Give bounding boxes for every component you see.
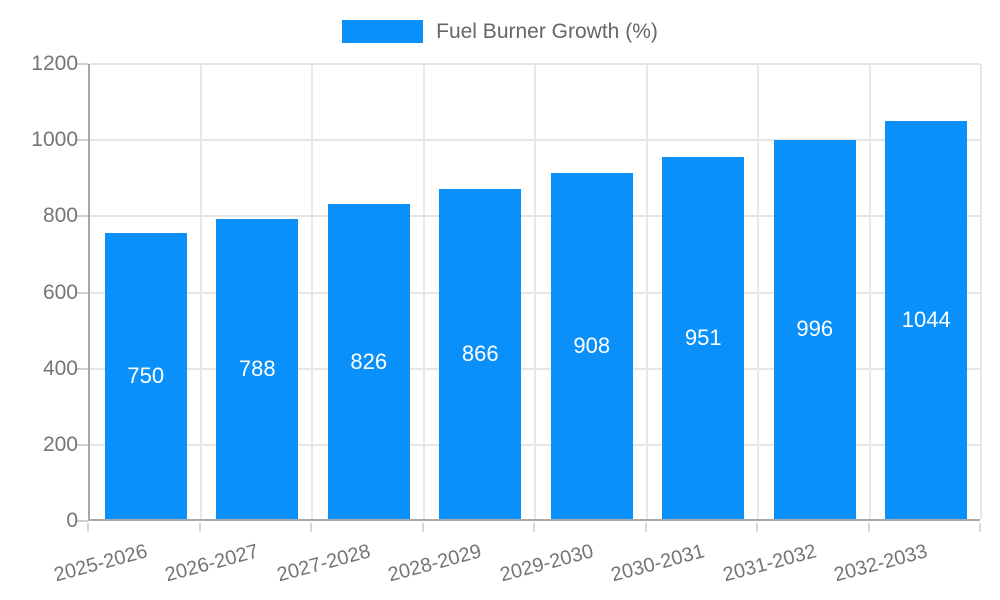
y-axis-tick-label: 400 [42, 356, 78, 380]
y-axis-tick [77, 520, 88, 522]
y-axis-tick [77, 443, 88, 446]
x-gridline [980, 64, 982, 519]
y-axis-tick [77, 63, 88, 65]
bar[interactable]: 996 [773, 139, 856, 519]
y-axis-tick-label: 1200 [31, 52, 78, 75]
x-gridline [199, 64, 202, 519]
x-gridline [534, 64, 536, 519]
bar[interactable]: 866 [439, 189, 522, 519]
x-axis-tick [644, 523, 647, 532]
bar-value-label: 826 [350, 348, 388, 374]
x-axis-tick [87, 523, 89, 532]
bar-value-label: 866 [461, 341, 499, 367]
bar[interactable]: 788 [216, 218, 299, 519]
plot-area: 750 788 826 866 908 951 996 1044 [88, 63, 982, 521]
y-axis-tick-label: 800 [42, 204, 78, 228]
bar[interactable]: 750 [104, 233, 187, 519]
bar-value-label: 750 [127, 363, 165, 389]
x-gridline [422, 64, 425, 519]
bar-value-label: 1044 [901, 307, 951, 333]
x-axis-tick [310, 523, 312, 532]
x-axis-tick [198, 523, 201, 532]
bar-value-label: 908 [573, 333, 611, 359]
y-axis-tick-label: 0 [66, 509, 78, 532]
bar[interactable]: 826 [327, 204, 410, 519]
y-axis-tick [77, 367, 88, 370]
x-axis-tick [421, 523, 424, 532]
y-axis-tick-label: 600 [42, 280, 78, 304]
legend-label: Fuel Burner Growth (%) [436, 20, 658, 43]
bar[interactable]: 951 [662, 156, 745, 519]
bar-value-label: 996 [796, 316, 834, 342]
bar-value-label: 788 [238, 355, 276, 381]
x-gridline [645, 64, 648, 519]
x-axis-tick [533, 523, 535, 532]
bar[interactable]: 1044 [885, 121, 968, 519]
legend-swatch [342, 20, 424, 43]
bar[interactable]: 908 [550, 173, 633, 519]
y-axis-tick [77, 139, 88, 142]
x-axis-tick [867, 523, 870, 532]
x-axis-tick [756, 523, 758, 532]
x-gridline [868, 64, 871, 519]
y-axis-tick [77, 291, 88, 294]
legend-item[interactable]: Fuel Burner Growth (%) [0, 20, 1000, 43]
x-gridline [311, 64, 313, 519]
y-axis-tick [77, 215, 88, 218]
y-axis-tick-label: 1000 [31, 128, 78, 152]
bar-value-label: 951 [684, 324, 722, 350]
x-axis-tick [979, 523, 981, 532]
y-axis-tick-label: 200 [42, 432, 78, 456]
x-gridline [757, 64, 759, 519]
